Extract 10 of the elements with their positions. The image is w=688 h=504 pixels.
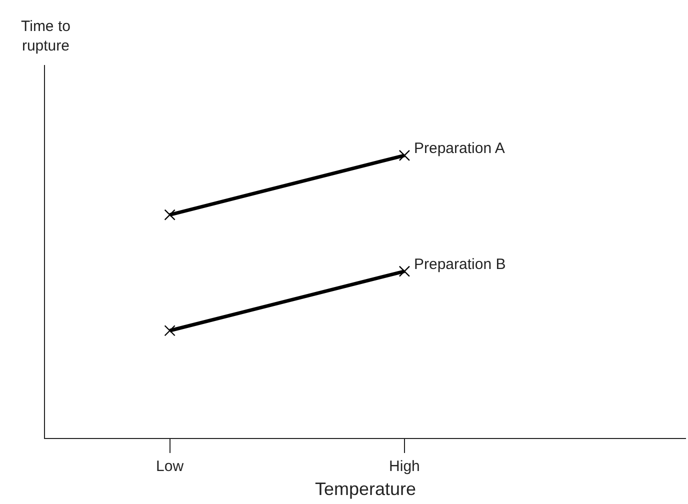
x-axis-title: Temperature — [314, 479, 416, 500]
point — [398, 150, 410, 162]
text: Time to rupture — [21, 18, 70, 54]
x-tick-label: Low — [156, 458, 184, 475]
series-label: Preparation A — [414, 140, 505, 157]
point — [164, 325, 176, 336]
series-label: Preparation B — [414, 256, 506, 273]
point — [164, 209, 176, 220]
point — [398, 266, 410, 277]
x-tick-label: High — [389, 458, 420, 475]
